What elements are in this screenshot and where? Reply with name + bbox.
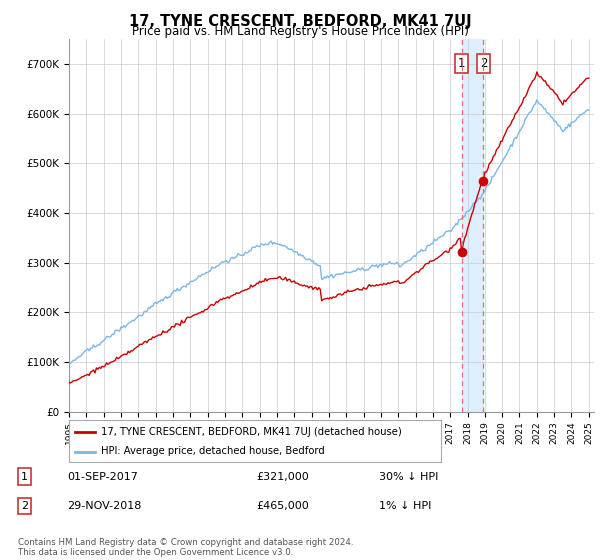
Text: 1: 1 [458, 57, 466, 70]
Text: 17, TYNE CRESCENT, BEDFORD, MK41 7UJ (detached house): 17, TYNE CRESCENT, BEDFORD, MK41 7UJ (de… [101, 427, 401, 437]
Text: 29-NOV-2018: 29-NOV-2018 [67, 501, 142, 511]
Text: 2: 2 [480, 57, 487, 70]
Text: HPI: Average price, detached house, Bedford: HPI: Average price, detached house, Bedf… [101, 446, 325, 456]
Text: 17, TYNE CRESCENT, BEDFORD, MK41 7UJ: 17, TYNE CRESCENT, BEDFORD, MK41 7UJ [128, 14, 472, 29]
Text: 1% ↓ HPI: 1% ↓ HPI [379, 501, 431, 511]
Text: 30% ↓ HPI: 30% ↓ HPI [379, 472, 438, 482]
Text: Price paid vs. HM Land Registry's House Price Index (HPI): Price paid vs. HM Land Registry's House … [131, 25, 469, 38]
Text: £321,000: £321,000 [256, 472, 309, 482]
Bar [462, 39, 484, 412]
Text: Contains HM Land Registry data © Crown copyright and database right 2024.
This d: Contains HM Land Registry data © Crown c… [18, 538, 353, 557]
Text: £465,000: £465,000 [256, 501, 309, 511]
Text: 01-SEP-2017: 01-SEP-2017 [67, 472, 138, 482]
Text: 1: 1 [22, 472, 28, 482]
Text: 2: 2 [21, 501, 28, 511]
